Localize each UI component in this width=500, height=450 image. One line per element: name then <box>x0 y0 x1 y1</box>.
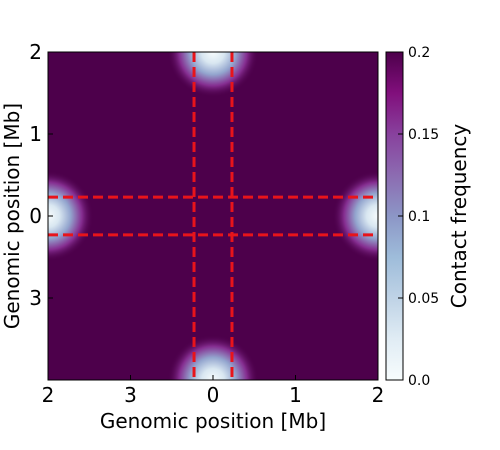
x-axis-label: Genomic position [Mb] <box>100 409 326 433</box>
x-axis-ticks: 2 3 0 1 2 <box>42 375 385 407</box>
colorbar-tick-label-4: 0.2 <box>408 45 430 61</box>
colorbar-ticks: 0.0 0.05 0.1 0.15 0.2 <box>398 45 439 389</box>
hotspot-0 <box>167 52 259 98</box>
y-tick-label-0: 2 <box>29 40 42 64</box>
x-tick-label-0: 2 <box>42 383 55 407</box>
colorbar-tick-label-3: 0.15 <box>408 127 439 143</box>
x-tick-label-1: 3 <box>124 383 137 407</box>
hotspot-2 <box>48 170 94 262</box>
heatmap-hotspots <box>48 52 378 380</box>
y-axis-ticks: 2 1 0 3 <box>29 40 53 310</box>
colorbar-tick-label-1: 0.05 <box>408 291 439 307</box>
colorbar-tick-label-0: 0.0 <box>408 373 430 389</box>
y-axis-label: Genomic position [Mb] <box>0 103 24 329</box>
x-tick-label-4: 2 <box>372 383 385 407</box>
colorbar-label: Contact frequency <box>447 124 471 309</box>
x-tick-label-3: 1 <box>289 383 302 407</box>
y-tick-label-1: 1 <box>29 122 42 146</box>
heatmap-background <box>48 52 378 380</box>
hotspot-1 <box>167 334 259 380</box>
y-tick-label-3: 3 <box>29 286 42 310</box>
hotspot-3 <box>332 170 378 262</box>
colorbar-tick-label-2: 0.1 <box>408 209 430 225</box>
y-tick-label-2: 0 <box>29 204 42 228</box>
x-tick-label-2: 0 <box>207 383 220 407</box>
boundary-dashed-lines <box>48 52 378 380</box>
